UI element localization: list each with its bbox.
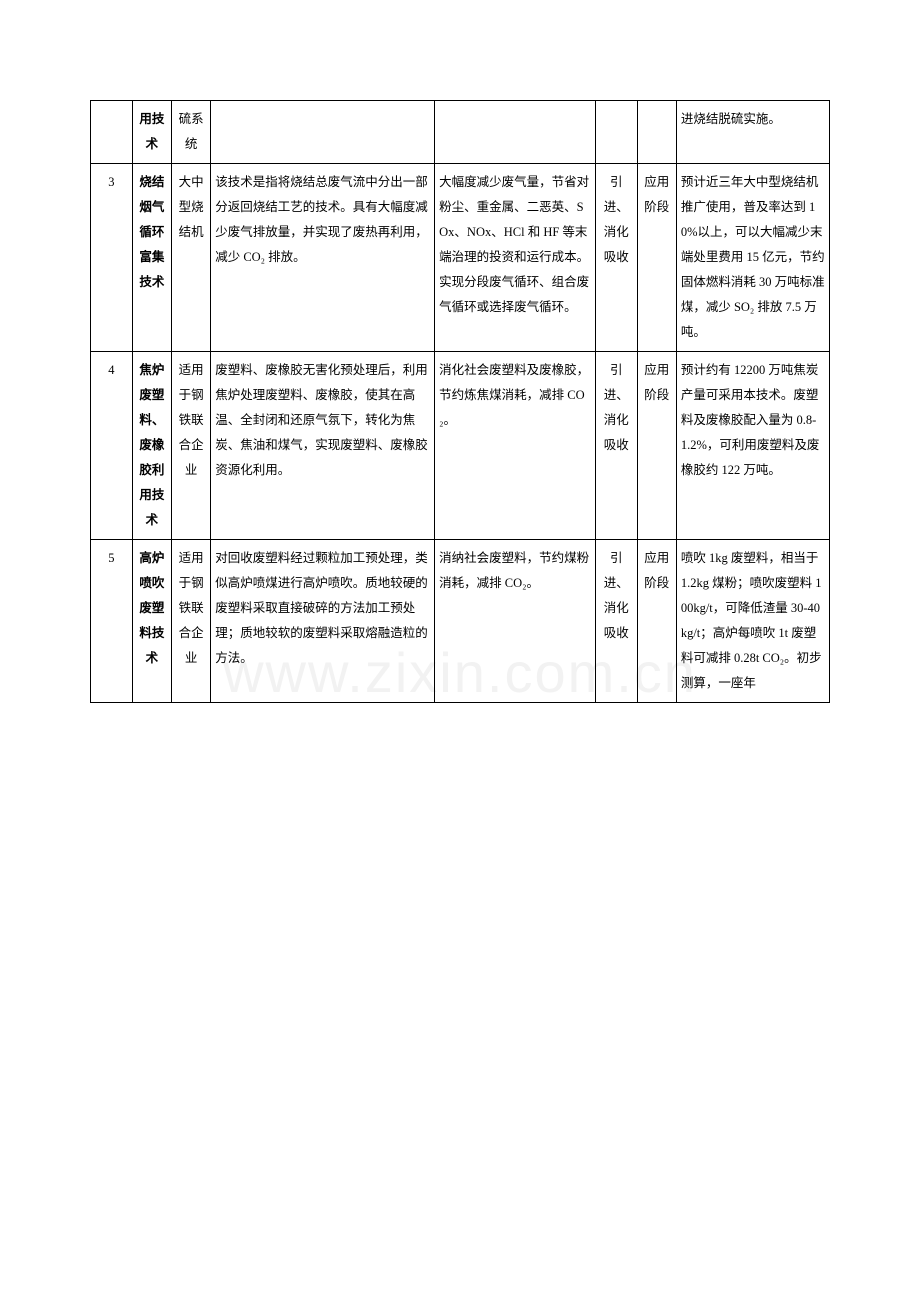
cell-forecast: 预计近三年大中型烧结机推广使用，普及率达到 10%以上，可以大幅减少末端处里费用… <box>676 164 829 352</box>
cell-source: 引进、消化吸收 <box>595 540 637 703</box>
cell-desc: 对回收废塑料经过颗粒加工预处理，类似高炉喷煤进行高炉喷吹。质地较硬的废塑料采取直… <box>211 540 435 703</box>
cell-effect: 消纳社会废塑料，节约煤粉消耗，减排 CO₂。 <box>435 540 596 703</box>
cell-scope: 硫系统 <box>171 101 210 164</box>
cell-effect: 大幅度减少废气量，节省对粉尘、重金属、二恶英、SOx、NOx、HCl 和 HF … <box>435 164 596 352</box>
cell-effect: 消化社会废塑料及废橡胶，节约炼焦煤消耗，减排 CO₂。 <box>435 352 596 540</box>
cell-desc: 该技术是指将烧结总废气流中分出一部分返回烧结工艺的技术。具有大幅度减少废气排放量… <box>211 164 435 352</box>
data-table: 用技术 硫系统 进烧结脱硫实施。 3 烧结烟气循环富集技术 大中型烧结机 该技术… <box>90 100 830 703</box>
cell-source: 引进、消化吸收 <box>595 164 637 352</box>
cell-num: 3 <box>91 164 133 352</box>
cell-forecast: 预计约有 12200 万吨焦炭产量可采用本技术。废塑料及废橡胶配入量为 0.8-… <box>676 352 829 540</box>
cell-stage: 应用阶段 <box>637 164 676 352</box>
cell-stage: 应用阶段 <box>637 352 676 540</box>
cell-num: 5 <box>91 540 133 703</box>
cell-stage: 应用阶段 <box>637 540 676 703</box>
cell-forecast: 喷吹 1kg 废塑料，相当于 1.2kg 煤粉；喷吹废塑料 100kg/t，可降… <box>676 540 829 703</box>
table-row: 5 高炉喷吹废塑料技术 适用于钢铁联合企业 对回收废塑料经过颗粒加工预处理，类似… <box>91 540 830 703</box>
table-row: 4 焦炉废塑料、废橡胶利用技术 适用于钢铁联合企业 废塑料、废橡胶无害化预处理后… <box>91 352 830 540</box>
cell-source: 引进、消化吸收 <box>595 352 637 540</box>
cell-source <box>595 101 637 164</box>
cell-effect <box>435 101 596 164</box>
table-row: 3 烧结烟气循环富集技术 大中型烧结机 该技术是指将烧结总废气流中分出一部分返回… <box>91 164 830 352</box>
cell-name: 高炉喷吹废塑料技术 <box>132 540 171 703</box>
cell-forecast: 进烧结脱硫实施。 <box>676 101 829 164</box>
cell-scope: 大中型烧结机 <box>171 164 210 352</box>
cell-desc <box>211 101 435 164</box>
cell-name: 用技术 <box>132 101 171 164</box>
cell-scope: 适用于钢铁联合企业 <box>171 540 210 703</box>
cell-num: 4 <box>91 352 133 540</box>
cell-num <box>91 101 133 164</box>
cell-name: 烧结烟气循环富集技术 <box>132 164 171 352</box>
cell-stage <box>637 101 676 164</box>
cell-scope: 适用于钢铁联合企业 <box>171 352 210 540</box>
cell-desc: 废塑料、废橡胶无害化预处理后，利用焦炉处理废塑料、废橡胶，使其在高温、全封闭和还… <box>211 352 435 540</box>
table-row: 用技术 硫系统 进烧结脱硫实施。 <box>91 101 830 164</box>
cell-name: 焦炉废塑料、废橡胶利用技术 <box>132 352 171 540</box>
